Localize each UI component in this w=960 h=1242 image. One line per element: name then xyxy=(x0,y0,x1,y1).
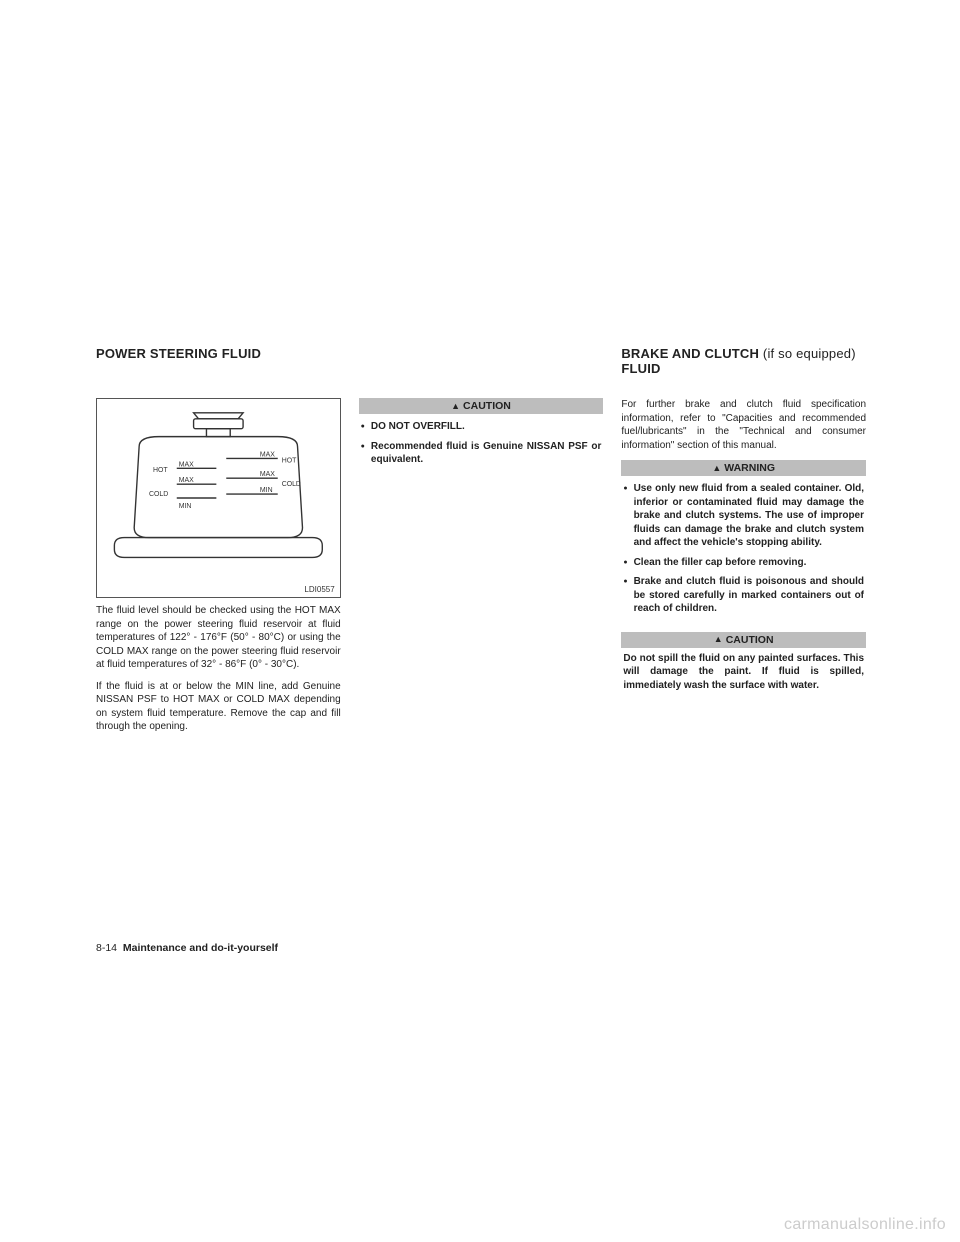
page-content: POWER STEERING FLUID xyxy=(96,346,866,986)
warning-label: WARNING xyxy=(724,462,775,474)
label-min-l: MIN xyxy=(179,503,192,510)
warning-header: ▲ WARNING xyxy=(621,460,866,476)
column-1: POWER STEERING FLUID xyxy=(96,346,341,986)
para-3: For further brake and clutch fluid speci… xyxy=(621,398,866,452)
label-hot-right: HOT xyxy=(282,457,297,464)
caution-header-1: ▲ CAUTION xyxy=(359,398,604,414)
watermark: carmanualsonline.info xyxy=(784,1216,946,1234)
para-1: The fluid level should be checked using … xyxy=(96,604,341,672)
warning-icon: ▲ xyxy=(451,402,460,411)
label-min-r: MIN xyxy=(260,487,273,494)
page-number: 8-14 xyxy=(96,942,117,954)
caution-list-1: DO NOT OVERFILL. Recommended fluid is Ge… xyxy=(359,414,604,477)
section-name: Maintenance and do-it-yourself xyxy=(123,942,278,954)
caution-box-2: ▲ CAUTION Do not spill the fluid on any … xyxy=(621,632,866,699)
spacer xyxy=(359,346,604,398)
label-max-r2: MAX xyxy=(260,471,275,478)
title-part-b: (if so equipped) xyxy=(763,346,856,361)
warning-list: Use only new fluid from a sealed contain… xyxy=(621,476,866,626)
label-cold-left: COLD xyxy=(149,491,168,498)
caution-text-2: Do not spill the fluid on any painted su… xyxy=(621,648,866,699)
column-3: BRAKE AND CLUTCH (if so equipped) FLUID … xyxy=(621,346,866,986)
warning-item: Use only new fluid from a sealed contain… xyxy=(623,482,864,550)
caution-item: Recommended fluid is Genuine NISSAN PSF … xyxy=(361,440,602,467)
warning-item: Clean the filler cap before removing. xyxy=(623,556,864,570)
section-title-brake-clutch: BRAKE AND CLUTCH (if so equipped) FLUID xyxy=(621,346,866,378)
caution-label-2: CAUTION xyxy=(726,634,774,646)
label-hot-left: HOT xyxy=(153,467,168,474)
label-max-l2: MAX xyxy=(179,477,194,484)
warning-icon: ▲ xyxy=(712,464,721,473)
caution-item: DO NOT OVERFILL. xyxy=(361,420,602,434)
label-max-l1: MAX xyxy=(179,461,194,468)
title-part-a: BRAKE AND CLUTCH xyxy=(621,346,763,361)
caution-label-1: CAUTION xyxy=(463,400,511,412)
figure-id: LDI0557 xyxy=(304,585,334,594)
warning-item: Brake and clutch fluid is poisonous and … xyxy=(623,575,864,616)
column-2: ▲ CAUTION DO NOT OVERFILL. Recommended f… xyxy=(359,346,604,986)
warning-box: ▲ WARNING Use only new fluid from a seal… xyxy=(621,460,866,626)
reservoir-svg: HOT COLD MAX MAX MIN MAX MAX MIN HOT COL… xyxy=(97,399,340,597)
label-max-r1: MAX xyxy=(260,451,275,458)
reservoir-figure: HOT COLD MAX MAX MIN MAX MAX MIN HOT COL… xyxy=(96,398,341,598)
caution-box-1: ▲ CAUTION DO NOT OVERFILL. Recommended f… xyxy=(359,398,604,477)
label-cold-right: COLD xyxy=(282,481,301,488)
section-title-power-steering: POWER STEERING FLUID xyxy=(96,346,341,378)
page-footer: 8-14 Maintenance and do-it-yourself xyxy=(96,942,278,954)
caution-header-2: ▲ CAUTION xyxy=(621,632,866,648)
title-part-c: FLUID xyxy=(621,361,660,376)
para-2: If the fluid is at or below the MIN line… xyxy=(96,680,341,734)
warning-icon: ▲ xyxy=(714,635,723,644)
